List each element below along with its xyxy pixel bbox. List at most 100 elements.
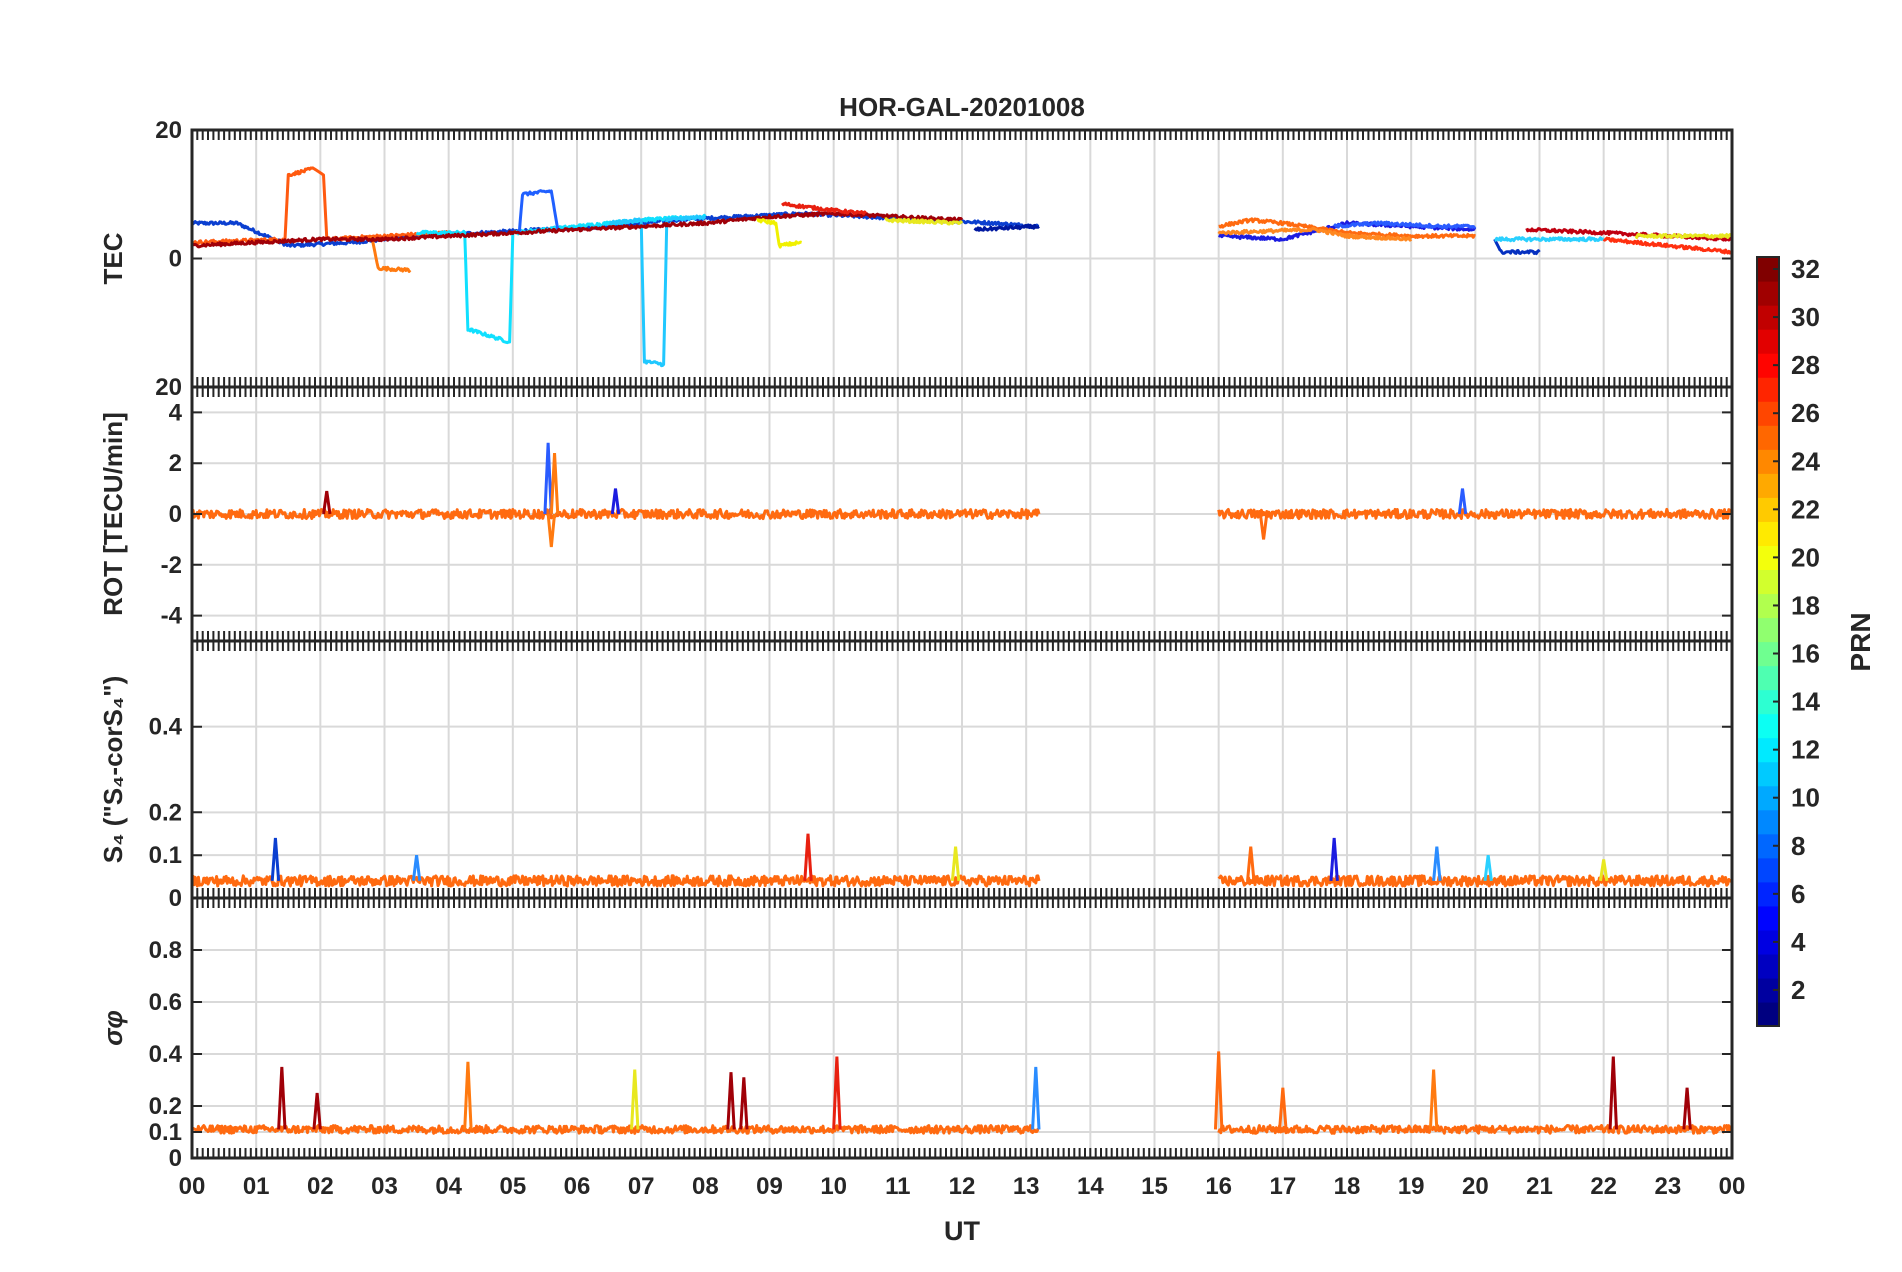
series-line <box>1217 1124 1733 1135</box>
data-spike <box>610 488 621 515</box>
colorbar-tick-label: 14 <box>1791 687 1820 717</box>
panel-s4: 0.4 0.2 0.1 0 S₄ ("S₄-corS₄") <box>98 639 1734 912</box>
y-tick-label: 0.4 <box>149 714 183 741</box>
series-rot <box>190 442 1734 548</box>
colorbar-tick-label: 6 <box>1791 879 1805 909</box>
series-line <box>1602 236 1733 255</box>
data-spike <box>322 490 332 515</box>
colorbar-tick-label: 10 <box>1791 783 1820 813</box>
x-tick-label: 00 <box>179 1173 206 1200</box>
x-tick-label: 05 <box>499 1173 526 1200</box>
grid-tec <box>191 129 1733 388</box>
chart-title: HOR-GAL-20201008 <box>839 92 1085 122</box>
series-line <box>370 235 412 273</box>
colorbar-tick-label: 20 <box>1791 542 1820 572</box>
series-line <box>415 213 707 345</box>
y-tick-label: -2 <box>161 552 182 579</box>
colorbar-segment <box>1757 281 1779 306</box>
x-tick-label: 07 <box>628 1173 655 1200</box>
colorbar-tick-label: 18 <box>1791 590 1820 620</box>
data-spike <box>1246 846 1256 882</box>
data-spike <box>270 837 281 881</box>
colorbar-segment <box>1757 689 1779 715</box>
panel-sigphi: 0.8 0.6 0.4 0.20.10 σφ <box>98 896 1734 1172</box>
x-tick-label: 06 <box>564 1173 591 1200</box>
colorbar-segment <box>1757 641 1779 667</box>
panel-rot: 4 2 0 -2 -4 ROT [TECU/min] <box>98 385 1734 643</box>
data-spike <box>1457 488 1468 515</box>
series-line <box>190 210 964 249</box>
colorbar-frame <box>1756 256 1780 1027</box>
y-axis-label: ROT [TECU/min] <box>98 412 128 616</box>
x-tick-label: 09 <box>756 1173 783 1200</box>
grid-s4 <box>191 641 1733 899</box>
series-line <box>190 507 1041 521</box>
y-tick-label: 0.2 <box>149 799 182 826</box>
data-spike <box>1329 837 1339 881</box>
data-spike <box>803 833 813 881</box>
series-line <box>1333 220 1477 230</box>
colorbar-tick-label: 8 <box>1791 831 1805 861</box>
series-line <box>1217 507 1734 520</box>
colorbar-segment <box>1757 929 1779 955</box>
colorbar-segment <box>1757 833 1779 859</box>
y-tick-label: 0 <box>169 1145 182 1172</box>
x-tick-label: 15 <box>1141 1173 1168 1200</box>
colorbar-segment <box>1757 953 1779 979</box>
data-spike <box>1483 854 1493 882</box>
y-axis-label: S₄ ("S₄-corS₄") <box>98 676 128 864</box>
colorbar-label: PRN <box>1845 612 1876 671</box>
colorbar-segment <box>1757 257 1779 282</box>
x-tick-label: 18 <box>1334 1173 1361 1200</box>
colorbar-segment <box>1757 905 1779 931</box>
colorbar-segment <box>1757 305 1779 330</box>
colorbar-segment <box>1757 521 1779 546</box>
x-tick-label: 17 <box>1269 1173 1296 1200</box>
y-tick-label: 20 <box>155 374 182 401</box>
y-tick-label: 0.1 <box>149 842 182 869</box>
series-line <box>756 218 802 249</box>
panel-tec: 20 0 20 TEC <box>98 117 1734 401</box>
colorbar-segment <box>1757 545 1779 571</box>
series-sigphi <box>190 1051 1733 1135</box>
data-spike <box>1031 1066 1041 1130</box>
x-tick-label: 22 <box>1590 1173 1617 1200</box>
colorbar-segment <box>1757 617 1779 643</box>
x-tick-label: 03 <box>371 1173 398 1200</box>
series-line <box>973 223 1040 232</box>
panel-frame <box>190 896 1734 1160</box>
series-line <box>1217 226 1413 242</box>
data-spike <box>1278 1087 1288 1130</box>
colorbar-tick-label: 12 <box>1791 735 1820 765</box>
colorbar-segment <box>1757 737 1779 763</box>
y-tick-label: 0.8 <box>149 937 182 964</box>
x-tick-label: 11 <box>885 1173 910 1200</box>
colorbar-tick-label: 24 <box>1791 446 1820 476</box>
colorbar-tick-label: 32 <box>1791 254 1820 284</box>
series-line <box>1218 217 1477 240</box>
x-tick-label: 12 <box>949 1173 976 1200</box>
colorbar-segment <box>1757 785 1779 811</box>
data-spike <box>411 854 422 882</box>
data-spike <box>1432 846 1442 882</box>
colorbar-tick-label: 16 <box>1791 639 1820 669</box>
colorbar-segment <box>1757 761 1779 787</box>
colorbar-segment <box>1757 857 1779 883</box>
data-spike <box>726 1072 736 1130</box>
colorbar-segment <box>1757 401 1779 426</box>
colorbar-segment <box>1757 977 1779 1003</box>
y-axis-label: TEC <box>98 232 128 284</box>
series-line <box>517 189 560 233</box>
colorbar-tick-label: 22 <box>1791 494 1820 524</box>
grid-rot <box>191 387 1733 641</box>
colorbar-segment <box>1757 809 1779 835</box>
x-tick-label: 00 <box>1719 1173 1746 1200</box>
colorbar-segment <box>1757 713 1779 739</box>
series-line <box>781 201 868 216</box>
data-spike <box>549 452 560 515</box>
data-spike <box>950 846 961 882</box>
y-tick-label: 0.2 <box>149 1093 182 1120</box>
y-tick-label: 0 <box>169 246 182 273</box>
y-axis-label: σφ <box>98 1010 128 1046</box>
